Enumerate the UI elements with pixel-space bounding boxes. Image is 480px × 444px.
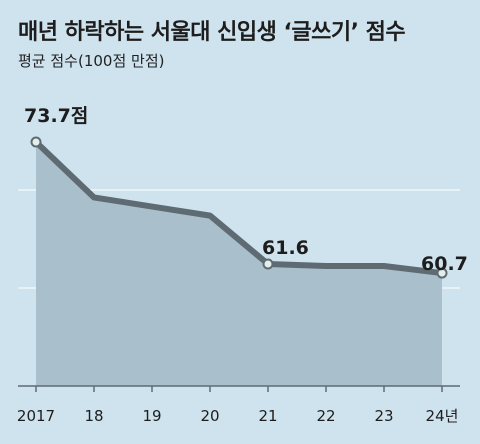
x-tick-label: 22 <box>316 407 335 425</box>
x-tick-label: 23 <box>374 407 393 425</box>
x-tick-label: 21 <box>258 407 277 425</box>
data-label: 73.7점 <box>24 105 88 127</box>
data-label: 61.6 <box>262 237 309 259</box>
data-point-marker <box>262 258 274 270</box>
chart-title: 매년 하락하는 서울대 신입생 ‘글쓰기’ 점수 <box>18 20 406 45</box>
x-tick-label: 24년 <box>426 407 459 425</box>
x-tick-label: 20 <box>200 407 219 425</box>
x-tick-label: 19 <box>142 407 161 425</box>
data-label: 60.7 <box>421 253 468 275</box>
x-tick-label: 2017 <box>17 407 55 425</box>
chart-subtitle: 평균 점수(100점 만점) <box>18 52 165 70</box>
data-point-marker <box>30 136 42 148</box>
series-line <box>33 139 445 277</box>
x-tick-label: 18 <box>84 407 103 425</box>
area-fill <box>36 142 442 386</box>
data-point-marker <box>436 267 448 279</box>
